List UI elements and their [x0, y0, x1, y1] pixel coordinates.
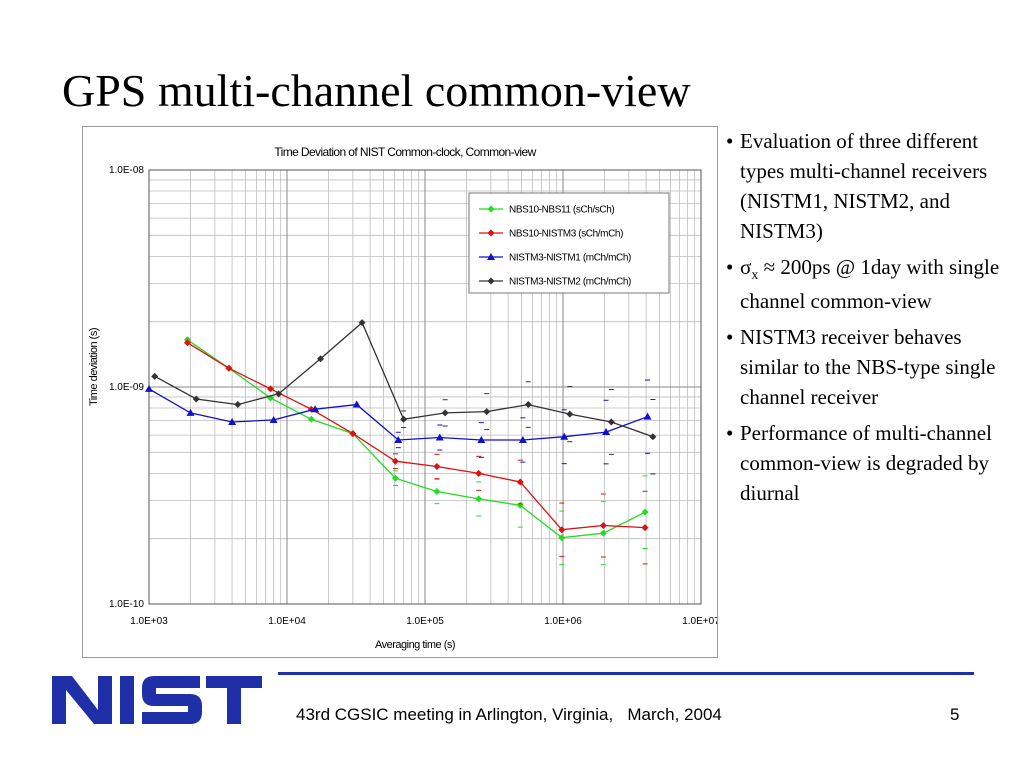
series-line-0	[187, 339, 646, 539]
page-number: 5	[950, 705, 960, 724]
slide-title: GPS multi-channel common-view	[62, 65, 691, 116]
logo-glyph	[52, 676, 112, 724]
x-tick-label: 1.0E+07	[682, 616, 717, 627]
legend-entry: NBS10-NISTM3 (sCh/mCh)	[509, 229, 623, 240]
logo-glyph	[120, 676, 134, 724]
data-point	[186, 408, 195, 416]
data-point	[358, 319, 366, 327]
data-point	[183, 339, 191, 347]
legend-swatch-marker	[487, 253, 495, 260]
legend-entry: NISTM3-NISTM1 (mCh/mCh)	[509, 253, 631, 264]
bullet-item: • Evaluation of three different types mul…	[724, 126, 1020, 246]
data-point	[394, 435, 403, 443]
legend-entry: NISTM3-NISTM2 (mCh/mCh)	[509, 277, 631, 288]
bullet-text: NISTM3 receiver behaves similar to the N…	[740, 325, 996, 409]
bullet-text: Evaluation of three different types mult…	[740, 129, 988, 243]
series-line-1	[187, 342, 646, 531]
sigma-symbol: σ	[740, 255, 752, 279]
x-tick-label: 1.0E+04	[268, 616, 306, 627]
data-point	[151, 372, 159, 380]
data-point	[477, 435, 486, 443]
data-point	[641, 524, 649, 532]
bullet-item: • NISTM3 receiver behaves similar to the …	[724, 322, 1020, 412]
x-tick-label: 1.0E+05	[406, 616, 444, 627]
data-point	[145, 384, 153, 392]
data-point	[560, 432, 569, 440]
data-point	[649, 433, 657, 441]
x-tick-label: 1.0E+06	[544, 616, 582, 627]
data-point	[192, 395, 200, 403]
footer-divider	[278, 672, 974, 675]
data-point	[433, 463, 441, 471]
chart-container: 1.0E+03 1.0E+04 1.0E+05 1.0E+06 1.0E+07 1.0E-…	[82, 126, 718, 658]
y-tick-label: 1.0E-10	[109, 599, 144, 610]
data-point	[234, 401, 242, 409]
data-point	[558, 526, 566, 534]
legend-box	[468, 192, 670, 294]
legend-swatch-marker	[487, 205, 495, 213]
data-point	[483, 408, 491, 416]
data-point	[391, 474, 399, 482]
data-point	[400, 415, 408, 423]
y-axis-label: Time deviation (s)	[88, 328, 100, 406]
bullet-dot-icon: •	[726, 255, 734, 279]
data-point	[516, 478, 524, 486]
chart-title: Time Deviation of NIST Common-clock, Com…	[274, 145, 536, 159]
y-tick-label: 1.0E-09	[109, 382, 144, 393]
data-point	[269, 415, 278, 423]
data-point	[349, 430, 357, 438]
sigma-text: ≈ 200ps @ 1day with single channel commo…	[740, 255, 1000, 313]
data-point	[267, 385, 275, 393]
data-point	[599, 522, 607, 530]
data-point	[599, 529, 607, 537]
data-point	[475, 495, 483, 503]
data-point	[391, 457, 399, 465]
data-point	[433, 487, 441, 495]
logo-glyph	[206, 676, 262, 724]
data-point	[317, 355, 325, 363]
logo-glyph	[142, 676, 202, 724]
data-point	[518, 435, 527, 443]
bullet-text: Performance of multi-channel common-view…	[740, 421, 992, 505]
bullet-list: • Evaluation of three different types mul…	[724, 126, 1020, 514]
bullet-dot-icon: •	[726, 421, 734, 445]
y-tick-label: 1.0E-08	[109, 165, 144, 176]
bullet-item: • Performance of multi-channel common-vie…	[724, 418, 1020, 508]
data-point	[275, 390, 283, 398]
data-point	[228, 417, 237, 425]
bullet-dot-icon: •	[726, 325, 734, 349]
data-point	[641, 508, 649, 516]
legend-swatch-marker	[487, 229, 495, 237]
bullet-dot-icon: •	[726, 129, 734, 153]
footer-text: 43rd CGSIC meeting in Arlington, Virgini…	[296, 705, 722, 724]
legend-swatch-marker	[487, 277, 495, 285]
sigma-subscript: x	[751, 268, 759, 283]
data-point	[566, 410, 574, 418]
data-point	[435, 433, 444, 441]
x-axis-label: Averaging time (s)	[375, 639, 455, 651]
data-point	[307, 415, 315, 423]
time-deviation-chart: 1.0E+03 1.0E+04 1.0E+05 1.0E+06 1.0E+07 1.0E-…	[88, 145, 717, 651]
data-point	[558, 534, 566, 542]
data-point	[441, 409, 449, 417]
nist-logo	[52, 676, 262, 724]
data-point	[524, 401, 532, 409]
data-point	[607, 418, 615, 426]
data-point	[225, 364, 233, 372]
data-point	[352, 400, 361, 408]
data-point	[311, 405, 320, 413]
data-point	[602, 428, 611, 436]
legend-entry: NBS10-NBS11 (sCh/sCh)	[509, 205, 614, 216]
bullet-item-sigma: • σx ≈ 200ps @ 1day with single channel c…	[724, 252, 1020, 316]
x-tick-label: 1.0E+03	[130, 616, 168, 627]
data-point	[643, 412, 652, 420]
data-point	[475, 469, 483, 477]
